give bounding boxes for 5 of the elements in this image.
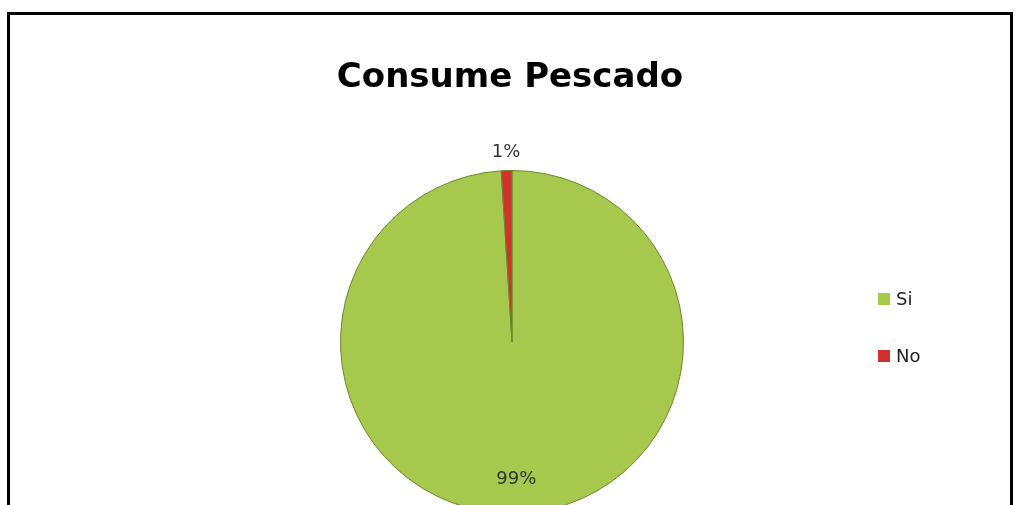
data-label: 1% xyxy=(491,140,521,162)
legend-label: No xyxy=(895,344,921,368)
chart-title: Consume Pescado xyxy=(335,55,685,95)
legend-label: Si xyxy=(895,287,914,311)
data-label: 99% xyxy=(496,466,537,488)
